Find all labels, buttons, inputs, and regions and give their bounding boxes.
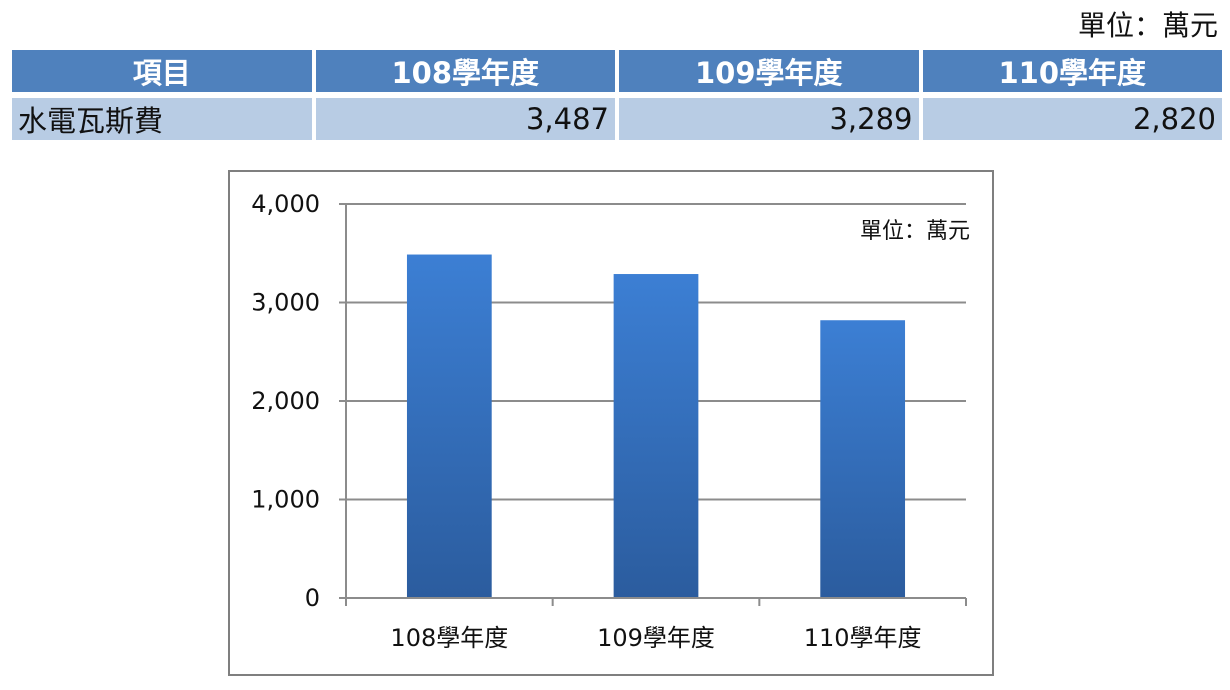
x-tick-label: 108學年度 [390, 624, 508, 652]
cell-value-110: 2,820 [922, 98, 1222, 140]
header-year-108: 108學年度 [315, 50, 615, 92]
x-tick-label: 109學年度 [597, 624, 715, 652]
row-label: 水電瓦斯費 [12, 98, 312, 140]
cell-value-108: 3,487 [315, 98, 615, 140]
header-year-110: 110學年度 [922, 50, 1222, 92]
y-tick-label: 4,000 [251, 190, 320, 218]
y-tick-label: 1,000 [251, 486, 320, 514]
table-row: 水電瓦斯費 3,487 3,289 2,820 [12, 98, 1222, 140]
chart-frame: 0 1,000 2,000 3,000 4,000 108學年度 109學年度 110學年度 … [228, 170, 994, 676]
y-tick-label: 3,000 [251, 289, 320, 317]
bar-109學年度 [613, 274, 699, 598]
table-header-row: 項目 108學年度 109學年度 110學年度 [12, 50, 1222, 92]
bar-110學年度 [820, 320, 906, 598]
y-tick-label: 0 [305, 584, 320, 612]
y-tick-label: 2,000 [251, 387, 320, 415]
chart-unit-label: 單位：萬元 [860, 219, 970, 244]
x-tick-label: 110學年度 [804, 624, 922, 652]
bar-108學年度 [406, 254, 492, 598]
header-item: 項目 [12, 50, 312, 92]
cell-value-109: 3,289 [619, 98, 919, 140]
header-year-109: 109學年度 [619, 50, 919, 92]
data-table: 項目 108學年度 109學年度 110學年度 水電瓦斯費 3,487 3,28… [8, 44, 1226, 146]
unit-label: 單位：萬元 [1077, 9, 1218, 42]
